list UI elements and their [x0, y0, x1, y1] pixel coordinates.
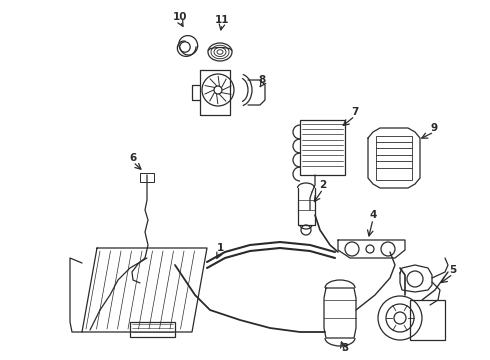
Text: 6: 6 [129, 153, 137, 163]
Text: 11: 11 [215, 15, 229, 25]
Text: 7: 7 [351, 107, 359, 117]
Text: 2: 2 [319, 180, 327, 190]
Bar [410, 300, 445, 340]
Text: 4: 4 [369, 210, 377, 220]
Text: 8: 8 [258, 75, 266, 85]
Text: 9: 9 [430, 123, 438, 133]
Text: 10: 10 [173, 12, 187, 22]
Bar [130, 322, 175, 337]
Text: 5: 5 [449, 265, 457, 275]
Text: 1: 1 [217, 243, 223, 253]
Bar [376, 136, 412, 180]
Text: 3: 3 [342, 343, 348, 353]
Bar [300, 120, 345, 175]
